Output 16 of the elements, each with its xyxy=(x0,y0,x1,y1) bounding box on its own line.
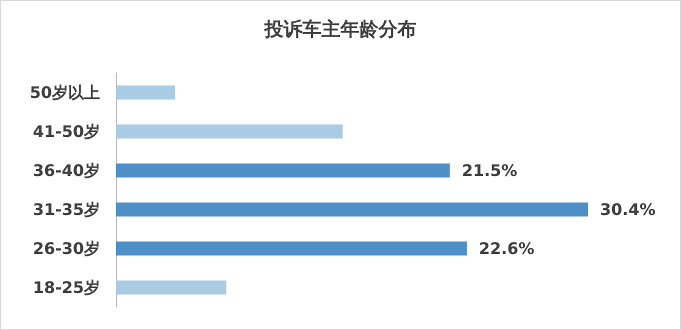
y-tick-label: 50岁以上 xyxy=(30,83,100,102)
bar xyxy=(116,280,226,294)
y-tick-label: 18-25岁 xyxy=(32,278,100,297)
bar xyxy=(116,164,450,178)
data-label: 30.4% xyxy=(600,200,656,219)
y-tick-label: 41-50岁 xyxy=(32,122,100,141)
bar xyxy=(116,86,175,100)
bar xyxy=(116,202,588,216)
chart-title: 投诉车主年龄分布 xyxy=(264,18,416,40)
data-label: 21.5% xyxy=(462,161,518,180)
data-label: 22.6% xyxy=(478,239,534,258)
bar xyxy=(116,242,467,256)
bar xyxy=(116,124,343,138)
y-tick-label: 26-30岁 xyxy=(32,239,100,258)
y-tick-label: 36-40岁 xyxy=(32,161,100,180)
y-tick-label: 31-35岁 xyxy=(32,200,100,219)
